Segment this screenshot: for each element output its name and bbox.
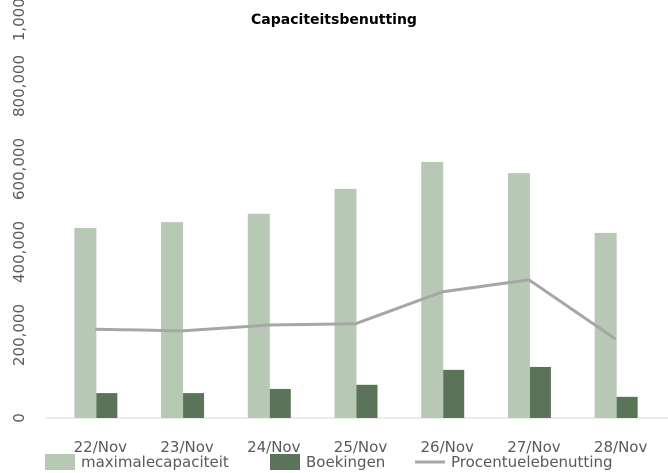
bar [616, 396, 638, 418]
x-tick-label: 28/Nov [594, 438, 648, 456]
chart-title: Capaciteitsbenutting [251, 12, 417, 28]
y-tick-label: 1,000,000 [10, 0, 28, 41]
bar [421, 161, 444, 418]
bar [334, 188, 357, 418]
bar [183, 393, 205, 418]
x-tick-label: 26/Nov [421, 438, 475, 456]
bar [74, 227, 97, 418]
bar [507, 173, 530, 418]
y-tick-label: 400,000 [10, 221, 28, 283]
bar [529, 366, 551, 418]
y-tick-label: 600,000 [10, 138, 28, 200]
bar [443, 369, 465, 418]
x-tick-label: 23/Nov [160, 438, 214, 456]
bar [594, 232, 617, 418]
y-tick-label: 800,000 [10, 55, 28, 117]
bar [96, 393, 118, 418]
bar [247, 213, 270, 418]
legend-label: maximalecapaciteit [81, 453, 229, 471]
bar [356, 384, 378, 418]
bar [269, 388, 291, 418]
legend-label: Boekingen [306, 453, 385, 471]
y-tick-label: 0 [10, 413, 28, 423]
bar [161, 222, 184, 418]
x-tick-label: 22/Nov [74, 438, 128, 456]
legend-label: Procentuelebenutting [451, 453, 613, 471]
legend-swatch [270, 454, 300, 470]
x-tick-label: 24/Nov [247, 438, 301, 456]
legend-swatch [45, 454, 75, 470]
line-series [95, 278, 617, 341]
y-tick-label: 200,000 [10, 304, 28, 366]
x-tick-label: 25/Nov [334, 438, 388, 456]
x-tick-label: 27/Nov [507, 438, 561, 456]
